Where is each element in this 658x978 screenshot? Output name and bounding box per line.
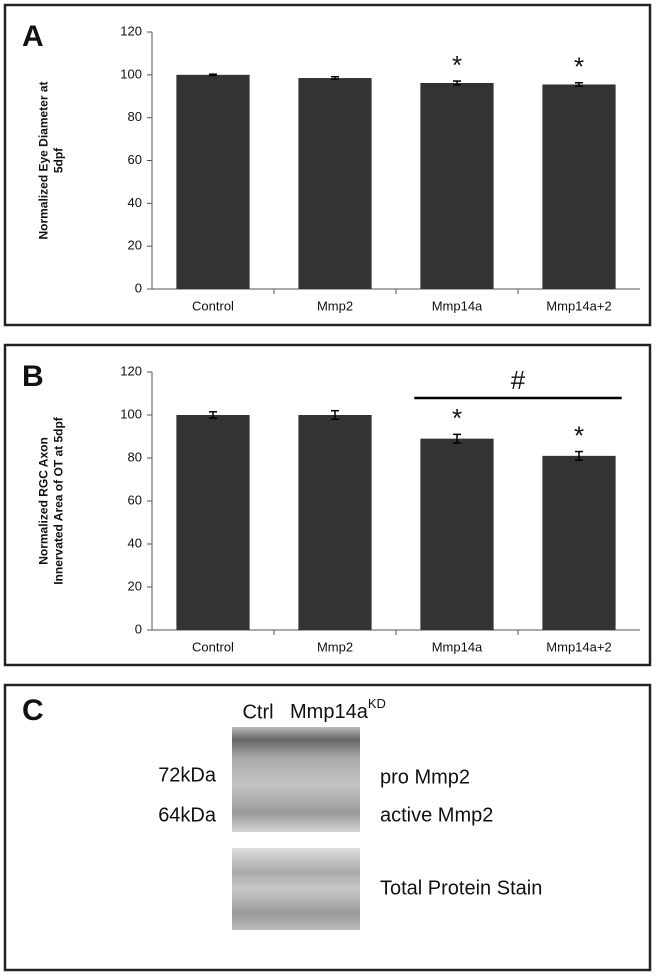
blot-panel: C Ctrl Mmp14aKD 72kDa 64kDa pro Mmp2 act… [22, 694, 542, 930]
significance-mark: * [574, 52, 584, 82]
y-tick-label: 40 [128, 535, 142, 550]
y-axis-label-line: Innervated Area of OT at 5dpf [52, 416, 66, 585]
significance-mark: * [452, 403, 462, 433]
panel-frame [3, 343, 652, 667]
blot-image [232, 848, 360, 930]
y-tick-label: 100 [120, 66, 142, 81]
x-tick-label: Mmp2 [317, 639, 353, 654]
bracket-label: # [511, 365, 526, 395]
error-bar [209, 411, 217, 419]
bar [420, 438, 494, 630]
blot-image [232, 727, 360, 832]
bar [176, 415, 250, 630]
x-tick-label: Mmp14a [432, 298, 483, 313]
error-bar [209, 73, 217, 77]
y-tick-label: 20 [128, 578, 142, 593]
x-tick-label: Mmp14a [432, 639, 483, 654]
panel-frame [3, 683, 652, 972]
band-label: pro Mmp2 [380, 766, 470, 788]
bar [176, 74, 250, 289]
y-tick-label: 80 [128, 109, 142, 124]
y-tick-label: 80 [128, 449, 142, 464]
bar [542, 84, 616, 290]
y-tick-label: 0 [135, 280, 142, 295]
x-tick-label: Control [192, 639, 234, 654]
lane-label: Ctrl [242, 701, 273, 723]
y-axis-label-line: 5dpf [52, 147, 66, 173]
error-bar [575, 450, 583, 461]
y-tick-label: 0 [135, 621, 142, 636]
size-label: 64kDa [158, 804, 217, 826]
y-axis-label-line: Normalized Eye Diameter at [37, 81, 51, 239]
loading-label: Total Protein Stain [380, 877, 542, 899]
error-bar [575, 82, 583, 87]
panel-label: A [22, 20, 44, 53]
panel-label: C [22, 694, 44, 727]
size-label: 72kDa [158, 764, 217, 786]
significance-mark: * [452, 50, 462, 80]
x-tick-label: Mmp14a+2 [546, 298, 611, 313]
y-tick-label: 120 [120, 23, 142, 38]
error-bar [453, 433, 461, 444]
y-tick-label: 100 [120, 406, 142, 421]
y-tick-label: 40 [128, 195, 142, 210]
bar [298, 415, 372, 630]
bar [542, 455, 616, 630]
band-label: active Mmp2 [380, 804, 493, 826]
error-bar [331, 409, 339, 421]
error-bar [331, 76, 339, 81]
error-bar [453, 80, 461, 86]
bar [298, 78, 372, 289]
y-tick-label: 60 [128, 152, 142, 167]
x-tick-label: Control [192, 298, 234, 313]
lane-name: Mmp14a [290, 701, 369, 723]
significance-mark: * [574, 420, 584, 450]
x-tick-label: Mmp14a+2 [546, 639, 611, 654]
x-tick-label: Mmp2 [317, 298, 353, 313]
y-tick-label: 60 [128, 492, 142, 507]
panel-label: B [22, 360, 44, 393]
lane-label: Mmp14aKD [290, 696, 386, 723]
y-axis-label: Normalized RGC AxonInnervated Area of OT… [37, 416, 66, 585]
panel-frame [3, 3, 652, 327]
y-axis-label: Normalized Eye Diameter at5dpf [37, 81, 66, 239]
y-tick-label: 120 [120, 363, 142, 378]
y-tick-label: 20 [128, 238, 142, 253]
lane-superscript: KD [368, 696, 386, 711]
bar [420, 82, 494, 289]
y-axis-label-line: Normalized RGC Axon [37, 437, 51, 565]
